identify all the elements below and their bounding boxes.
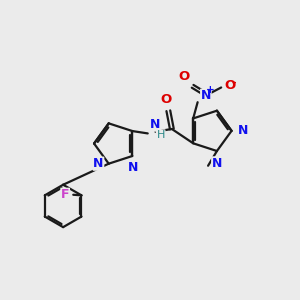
Text: O: O xyxy=(160,93,172,106)
Text: -: - xyxy=(231,78,236,88)
Text: N: N xyxy=(238,124,248,137)
Text: O: O xyxy=(225,79,236,92)
Text: O: O xyxy=(178,70,190,83)
Text: H: H xyxy=(157,130,165,140)
Text: N: N xyxy=(201,89,211,102)
Text: F: F xyxy=(61,188,69,201)
Text: N: N xyxy=(128,161,139,174)
Text: N: N xyxy=(93,157,104,170)
Text: N: N xyxy=(212,157,222,170)
Text: N: N xyxy=(150,118,161,131)
Text: +: + xyxy=(206,85,215,95)
